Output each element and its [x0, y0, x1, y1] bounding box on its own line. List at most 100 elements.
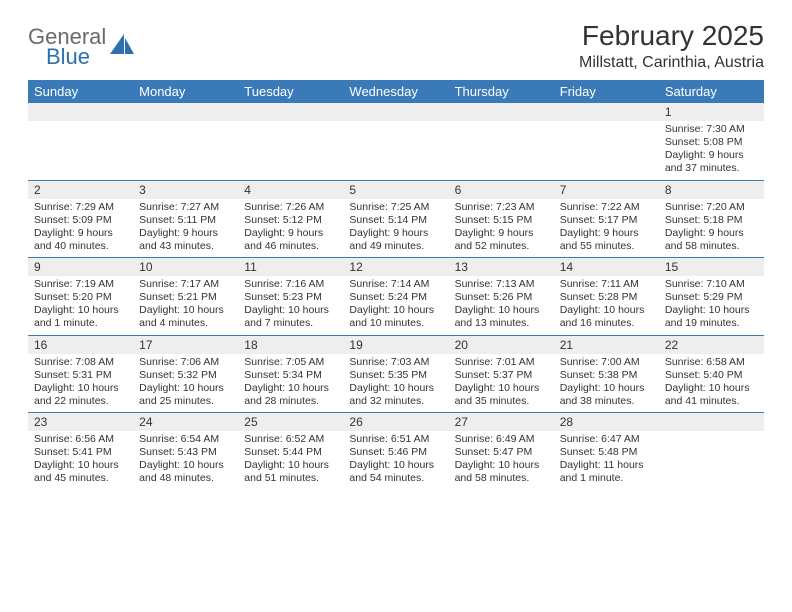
day-cell: 5Sunrise: 7:25 AMSunset: 5:14 PMDaylight…: [343, 181, 448, 258]
weekday-label: Tuesday: [238, 80, 343, 103]
brand-word2: Blue: [46, 46, 106, 68]
day-body: Sunrise: 7:16 AMSunset: 5:23 PMDaylight:…: [238, 276, 343, 335]
day-cell: 16Sunrise: 7:08 AMSunset: 5:31 PMDayligh…: [28, 336, 133, 413]
day-number: 9: [28, 258, 133, 276]
day-line: Sunrise: 7:22 AM: [560, 201, 653, 214]
day-line: Sunrise: 6:49 AM: [455, 433, 548, 446]
day-line: Daylight: 9 hours and 49 minutes.: [349, 227, 442, 253]
day-cell: [659, 413, 764, 490]
day-body: Sunrise: 7:13 AMSunset: 5:26 PMDaylight:…: [449, 276, 554, 335]
day-line: Sunrise: 6:47 AM: [560, 433, 653, 446]
day-line: Sunrise: 7:05 AM: [244, 356, 337, 369]
day-number: 21: [554, 336, 659, 354]
day-cell: 14Sunrise: 7:11 AMSunset: 5:28 PMDayligh…: [554, 258, 659, 335]
day-number: 3: [133, 181, 238, 199]
day-cell: [343, 103, 448, 180]
day-body: Sunrise: 7:08 AMSunset: 5:31 PMDaylight:…: [28, 354, 133, 413]
day-body: Sunrise: 7:17 AMSunset: 5:21 PMDaylight:…: [133, 276, 238, 335]
day-line: Sunset: 5:24 PM: [349, 291, 442, 304]
day-body: Sunrise: 7:20 AMSunset: 5:18 PMDaylight:…: [659, 199, 764, 258]
day-line: Sunset: 5:43 PM: [139, 446, 232, 459]
day-line: Daylight: 10 hours and 51 minutes.: [244, 459, 337, 485]
day-line: Daylight: 10 hours and 22 minutes.: [34, 382, 127, 408]
day-cell: 27Sunrise: 6:49 AMSunset: 5:47 PMDayligh…: [449, 413, 554, 490]
day-line: Daylight: 10 hours and 48 minutes.: [139, 459, 232, 485]
day-line: Sunrise: 7:01 AM: [455, 356, 548, 369]
day-line: Daylight: 10 hours and 16 minutes.: [560, 304, 653, 330]
day-body: Sunrise: 7:01 AMSunset: 5:37 PMDaylight:…: [449, 354, 554, 413]
day-line: Daylight: 10 hours and 7 minutes.: [244, 304, 337, 330]
page-subtitle: Millstatt, Carinthia, Austria: [579, 54, 764, 72]
day-number: 23: [28, 413, 133, 431]
day-line: Daylight: 10 hours and 58 minutes.: [455, 459, 548, 485]
day-body: Sunrise: 7:06 AMSunset: 5:32 PMDaylight:…: [133, 354, 238, 413]
day-line: Sunset: 5:44 PM: [244, 446, 337, 459]
day-line: Daylight: 10 hours and 54 minutes.: [349, 459, 442, 485]
day-line: Sunset: 5:32 PM: [139, 369, 232, 382]
day-line: Sunrise: 7:29 AM: [34, 201, 127, 214]
day-line: Sunset: 5:34 PM: [244, 369, 337, 382]
day-body: Sunrise: 7:25 AMSunset: 5:14 PMDaylight:…: [343, 199, 448, 258]
day-cell: 24Sunrise: 6:54 AMSunset: 5:43 PMDayligh…: [133, 413, 238, 490]
day-line: Sunset: 5:12 PM: [244, 214, 337, 227]
day-number: 18: [238, 336, 343, 354]
day-cell: 10Sunrise: 7:17 AMSunset: 5:21 PMDayligh…: [133, 258, 238, 335]
day-line: Sunrise: 7:20 AM: [665, 201, 758, 214]
day-line: Daylight: 9 hours and 40 minutes.: [34, 227, 127, 253]
day-number: [133, 103, 238, 121]
week-row: 9Sunrise: 7:19 AMSunset: 5:20 PMDaylight…: [28, 257, 764, 335]
day-body: Sunrise: 7:00 AMSunset: 5:38 PMDaylight:…: [554, 354, 659, 413]
day-line: Daylight: 10 hours and 28 minutes.: [244, 382, 337, 408]
day-line: Daylight: 10 hours and 25 minutes.: [139, 382, 232, 408]
day-number: 7: [554, 181, 659, 199]
day-line: Sunset: 5:37 PM: [455, 369, 548, 382]
calendar-page: General Blue February 2025 Millstatt, Ca…: [0, 0, 792, 510]
day-line: Daylight: 10 hours and 35 minutes.: [455, 382, 548, 408]
day-line: Sunset: 5:48 PM: [560, 446, 653, 459]
day-number: 17: [133, 336, 238, 354]
day-line: Sunset: 5:40 PM: [665, 369, 758, 382]
day-line: Daylight: 10 hours and 10 minutes.: [349, 304, 442, 330]
day-line: Sunrise: 7:23 AM: [455, 201, 548, 214]
day-line: Daylight: 9 hours and 58 minutes.: [665, 227, 758, 253]
day-line: Sunset: 5:18 PM: [665, 214, 758, 227]
day-cell: [133, 103, 238, 180]
day-body: Sunrise: 7:22 AMSunset: 5:17 PMDaylight:…: [554, 199, 659, 258]
day-number: 28: [554, 413, 659, 431]
day-number: 26: [343, 413, 448, 431]
weekday-label: Saturday: [659, 80, 764, 103]
day-line: Sunset: 5:28 PM: [560, 291, 653, 304]
day-line: Daylight: 9 hours and 37 minutes.: [665, 149, 758, 175]
day-line: Sunrise: 7:16 AM: [244, 278, 337, 291]
day-cell: 3Sunrise: 7:27 AMSunset: 5:11 PMDaylight…: [133, 181, 238, 258]
day-body: Sunrise: 6:51 AMSunset: 5:46 PMDaylight:…: [343, 431, 448, 490]
day-number: 20: [449, 336, 554, 354]
week-row: 16Sunrise: 7:08 AMSunset: 5:31 PMDayligh…: [28, 335, 764, 413]
day-line: Sunset: 5:20 PM: [34, 291, 127, 304]
day-line: Sunrise: 6:56 AM: [34, 433, 127, 446]
day-number: 6: [449, 181, 554, 199]
day-number: [449, 103, 554, 121]
page-title: February 2025: [579, 20, 764, 52]
day-body: Sunrise: 7:05 AMSunset: 5:34 PMDaylight:…: [238, 354, 343, 413]
day-number: 16: [28, 336, 133, 354]
day-number: 14: [554, 258, 659, 276]
day-cell: 22Sunrise: 6:58 AMSunset: 5:40 PMDayligh…: [659, 336, 764, 413]
day-line: Sunrise: 7:17 AM: [139, 278, 232, 291]
day-number: 27: [449, 413, 554, 431]
day-cell: 15Sunrise: 7:10 AMSunset: 5:29 PMDayligh…: [659, 258, 764, 335]
day-body: Sunrise: 7:26 AMSunset: 5:12 PMDaylight:…: [238, 199, 343, 258]
day-number: [343, 103, 448, 121]
day-number: 13: [449, 258, 554, 276]
day-number: 12: [343, 258, 448, 276]
weekday-label: Monday: [133, 80, 238, 103]
day-line: Daylight: 10 hours and 19 minutes.: [665, 304, 758, 330]
day-body: Sunrise: 7:23 AMSunset: 5:15 PMDaylight:…: [449, 199, 554, 258]
day-cell: 11Sunrise: 7:16 AMSunset: 5:23 PMDayligh…: [238, 258, 343, 335]
day-cell: 26Sunrise: 6:51 AMSunset: 5:46 PMDayligh…: [343, 413, 448, 490]
day-line: Sunrise: 7:25 AM: [349, 201, 442, 214]
day-line: Sunrise: 6:54 AM: [139, 433, 232, 446]
day-line: Sunset: 5:35 PM: [349, 369, 442, 382]
day-cell: 20Sunrise: 7:01 AMSunset: 5:37 PMDayligh…: [449, 336, 554, 413]
day-line: Daylight: 9 hours and 43 minutes.: [139, 227, 232, 253]
